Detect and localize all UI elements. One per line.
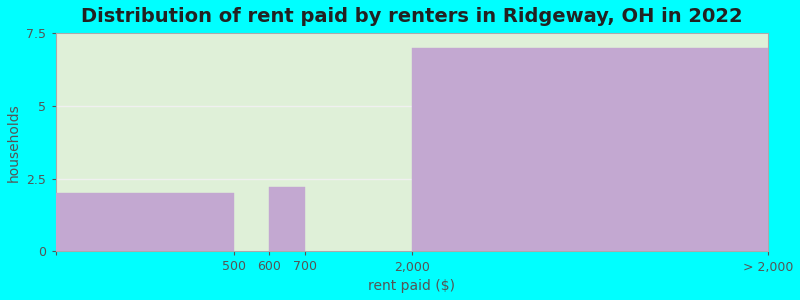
Bar — [412, 48, 768, 251]
Y-axis label: households: households — [7, 103, 21, 182]
X-axis label: rent paid ($): rent paid ($) — [368, 279, 455, 293]
Bar — [270, 188, 305, 251]
Bar — [55, 193, 234, 251]
Title: Distribution of rent paid by renters in Ridgeway, OH in 2022: Distribution of rent paid by renters in … — [81, 7, 742, 26]
